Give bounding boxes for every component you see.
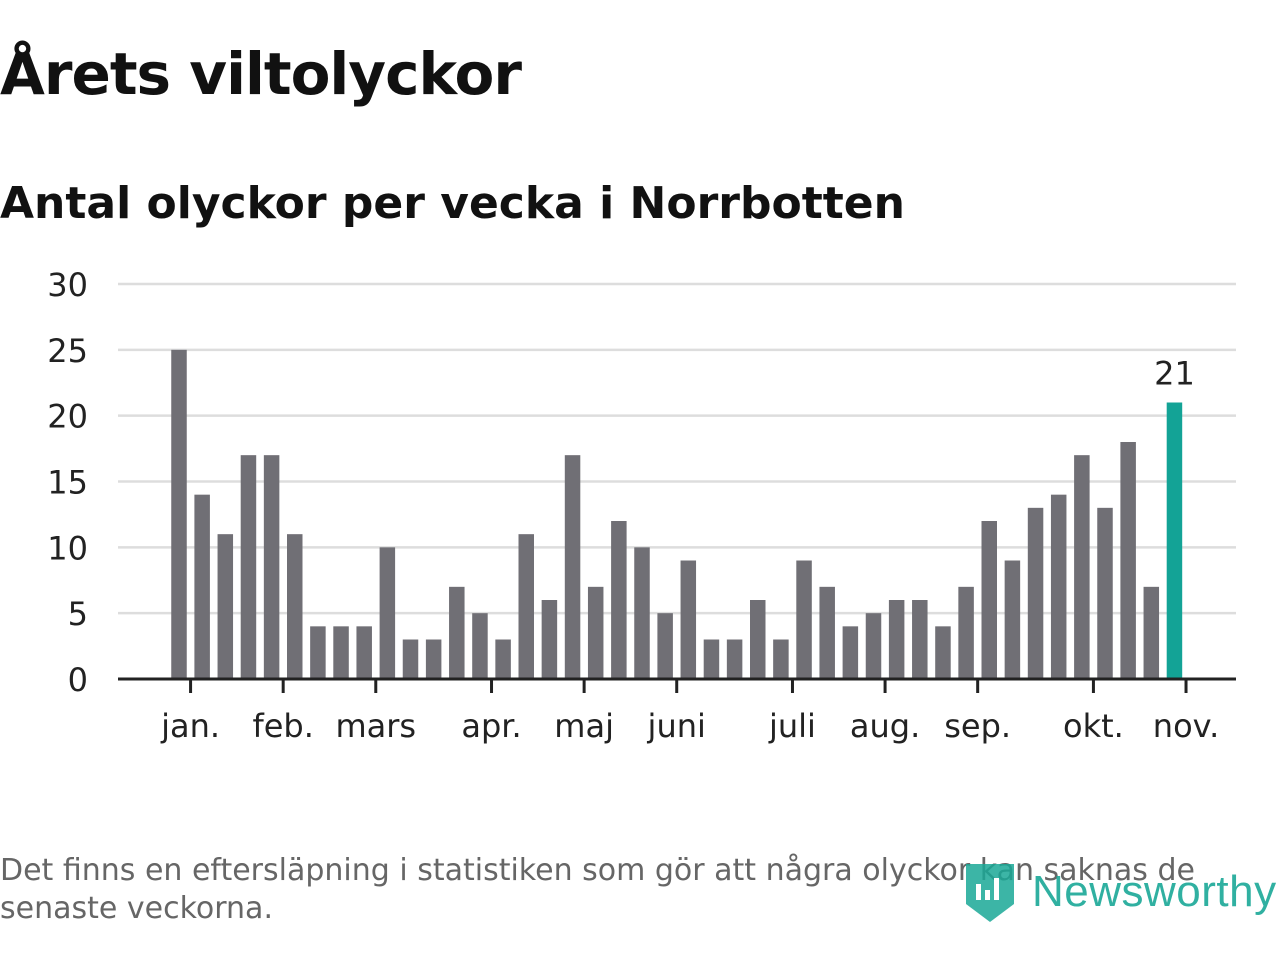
bar xyxy=(495,639,511,679)
bar xyxy=(263,455,280,679)
highlight-value-label: 21 xyxy=(1154,355,1195,393)
x-tick-label: aug. xyxy=(850,707,920,745)
bar xyxy=(333,626,349,679)
y-tick-label: 0 xyxy=(68,661,88,699)
bar xyxy=(912,600,928,679)
x-tick-label: feb. xyxy=(252,707,313,745)
bar xyxy=(425,639,442,679)
bar xyxy=(819,586,835,679)
bar xyxy=(958,586,974,679)
bar xyxy=(1004,560,1021,679)
bar xyxy=(310,626,326,679)
chart-title: Årets viltolyckor xyxy=(0,40,522,108)
bar xyxy=(981,521,997,679)
bar xyxy=(449,586,465,679)
bar xyxy=(935,626,951,679)
y-tick-label: 15 xyxy=(47,464,88,502)
x-tick-label: maj xyxy=(554,707,614,745)
x-tick-label: apr. xyxy=(461,707,521,745)
bar xyxy=(402,639,419,679)
bar xyxy=(240,455,257,679)
bar xyxy=(564,455,581,679)
bar xyxy=(1027,507,1044,679)
bar xyxy=(680,560,697,679)
y-tick-label: 10 xyxy=(47,529,88,567)
bar xyxy=(1120,442,1136,679)
bar xyxy=(379,547,396,679)
y-tick-label: 20 xyxy=(47,398,88,436)
y-tick-label: 25 xyxy=(47,332,88,370)
x-tick-label: nov. xyxy=(1153,707,1219,745)
bar xyxy=(796,560,812,679)
newsworthy-logo: Newsworthy xyxy=(962,858,1277,926)
bar xyxy=(1097,507,1113,679)
x-tick-label: juli xyxy=(768,707,816,745)
x-axis-ticks: jan. feb. mars apr. maj juni juli aug. sep. okt. n… xyxy=(160,679,1219,745)
bar xyxy=(1143,586,1160,679)
bar xyxy=(657,613,673,679)
y-tick-label: 5 xyxy=(68,595,88,633)
bar xyxy=(1050,494,1067,679)
logo-text: Newsworthy xyxy=(1032,867,1277,916)
bar-highlighted xyxy=(1166,402,1183,679)
bar xyxy=(750,600,766,679)
bar xyxy=(518,534,534,679)
gridlines xyxy=(118,282,1236,615)
x-tick-label: okt. xyxy=(1063,707,1124,745)
bar xyxy=(842,626,859,679)
bar xyxy=(194,494,210,679)
newsworthy-logo-icon xyxy=(966,864,1014,922)
bar xyxy=(356,626,372,679)
bar xyxy=(611,521,627,679)
bars: 21 xyxy=(171,349,1195,679)
bar xyxy=(865,613,882,679)
bar xyxy=(703,639,720,679)
x-tick-label: sep. xyxy=(944,707,1011,745)
y-axis-ticks: 0 5 10 15 20 25 30 xyxy=(47,266,88,699)
bar xyxy=(773,639,789,679)
bar xyxy=(1074,455,1090,679)
x-tick-label: mars xyxy=(335,707,416,745)
x-tick-label: juni xyxy=(647,707,706,745)
chart-subtitle: Antal olyckor per vecka i Norrbotten xyxy=(0,178,905,229)
bar xyxy=(217,534,234,679)
bar xyxy=(541,600,558,679)
bar xyxy=(726,639,743,679)
bar xyxy=(587,586,604,679)
bar xyxy=(472,613,488,679)
bar xyxy=(287,534,303,679)
bar xyxy=(171,349,187,679)
x-tick-label: jan. xyxy=(160,707,220,745)
bar xyxy=(888,600,905,679)
bar xyxy=(634,547,650,679)
y-tick-label: 30 xyxy=(47,266,88,304)
